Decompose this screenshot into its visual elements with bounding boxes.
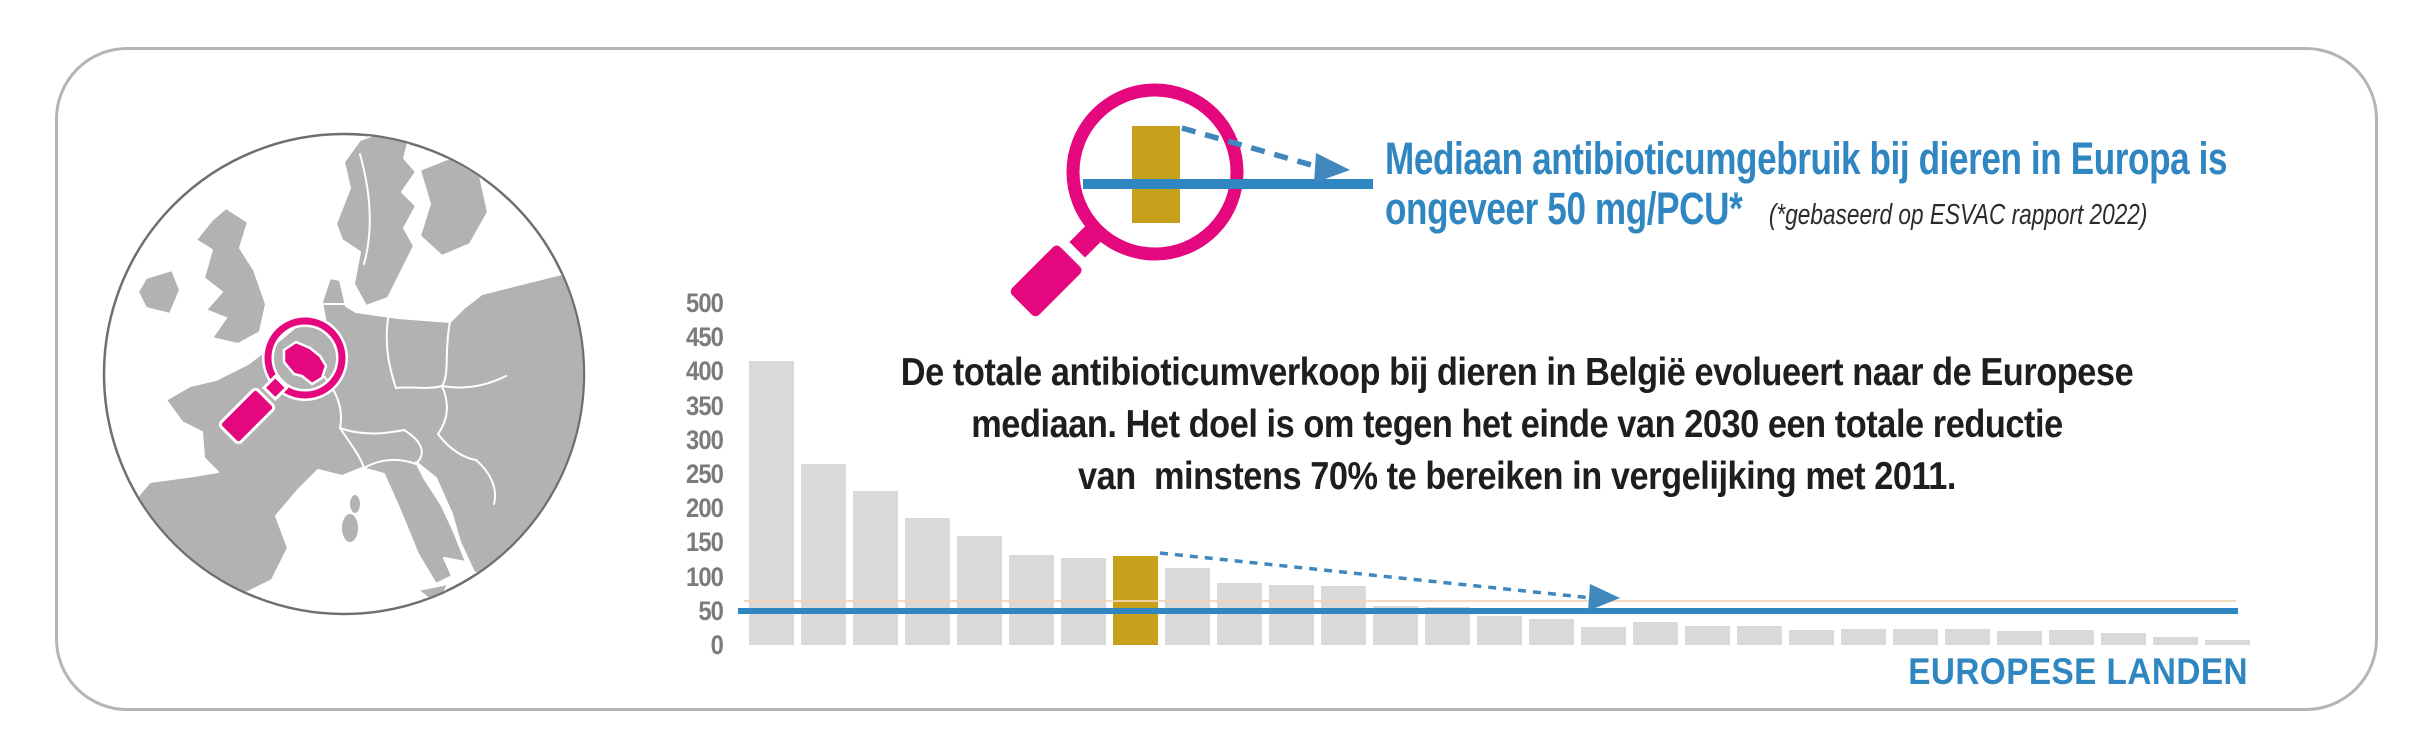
y-tick-450: 450 xyxy=(685,322,724,353)
y-tick-350: 350 xyxy=(685,390,724,421)
border-it-north xyxy=(363,458,417,469)
callout-heading-line2: ongeveer 50 mg/PCU* xyxy=(1385,183,1743,234)
border-ch-at xyxy=(339,427,405,435)
sardinia-shape xyxy=(340,512,360,544)
bar xyxy=(905,518,950,645)
border-si xyxy=(403,429,423,465)
y-tick-300: 300 xyxy=(685,424,724,455)
dashed-arrow-icon xyxy=(1181,125,1350,183)
britain-shape xyxy=(195,207,267,345)
border-no-se xyxy=(359,153,371,265)
chart-dashed-arrow-icon xyxy=(1159,551,1620,611)
magnifier-median-icon xyxy=(1010,83,1373,317)
bar xyxy=(853,491,898,645)
bars xyxy=(749,303,2259,645)
annotation-line2: mediaan. Het doel is om tegen het einde … xyxy=(971,403,2063,446)
y-tick-0: 0 xyxy=(710,630,724,660)
callout-heading-line1: Mediaan antibioticumgebruik bij dieren i… xyxy=(1385,133,2228,184)
bar xyxy=(1269,584,1314,645)
border-ro xyxy=(475,459,496,505)
bar xyxy=(1165,568,1210,645)
europe-map xyxy=(102,132,586,616)
bar xyxy=(2153,636,2198,645)
y-tick-100: 100 xyxy=(685,561,724,592)
corsica-shape xyxy=(348,493,362,515)
bar xyxy=(1789,629,1834,645)
bar xyxy=(1529,619,1574,645)
y-tick-250: 250 xyxy=(685,459,724,489)
callout-heading: Mediaan antibioticumgebruik bij dieren i… xyxy=(1385,133,2228,234)
border-de-pl xyxy=(385,317,397,389)
map-magnifier-icon xyxy=(218,315,348,445)
bar xyxy=(749,361,794,645)
median-line xyxy=(738,607,2238,614)
gold-bar-icon xyxy=(1132,126,1180,223)
bar xyxy=(801,463,846,645)
y-tick-500: 500 xyxy=(685,288,724,318)
border-cz xyxy=(395,385,443,389)
x-axis-label: EUROPESE LANDEN xyxy=(1908,651,2248,692)
bar xyxy=(1737,625,1782,645)
border-hu xyxy=(437,385,477,461)
bar xyxy=(1685,625,1730,645)
y-tick-50: 50 xyxy=(698,595,724,626)
bar xyxy=(1633,622,1678,645)
bar xyxy=(957,535,1002,645)
bar xyxy=(1893,629,1938,645)
scandinavia-shape xyxy=(335,135,417,307)
magnifier-ring-icon xyxy=(1066,83,1244,261)
y-tick-200: 200 xyxy=(685,493,724,524)
y-axis: 500 450 400 350 300 250 200 150 100 50 0 xyxy=(610,0,724,751)
target-line xyxy=(744,599,2236,602)
border-pl-east xyxy=(441,321,451,387)
bar xyxy=(1841,628,1886,645)
border-ua xyxy=(441,375,507,389)
bar xyxy=(1581,626,1626,645)
bar xyxy=(1321,586,1366,645)
callout-footnote: (*gebaseerd op ESVAC rapport 2022) xyxy=(1768,199,2148,231)
bar xyxy=(1477,616,1522,645)
y-tick-400: 400 xyxy=(685,356,724,387)
bar xyxy=(2101,632,2146,645)
belgium-shape xyxy=(282,340,328,386)
y-tick-150: 150 xyxy=(685,527,724,558)
bar xyxy=(2049,629,2094,645)
median-line-icon xyxy=(1083,179,1373,189)
bar xyxy=(2205,639,2250,645)
bar xyxy=(1997,630,2042,645)
border-es-pt xyxy=(139,515,156,579)
annotation-line3: van minstens 70% te bereiken in vergelij… xyxy=(1077,455,1957,498)
ireland-shape xyxy=(137,269,181,315)
chart-annotation: De totale antibioticumverkoop bij dieren… xyxy=(868,347,2167,503)
bar xyxy=(1945,628,1990,645)
bar xyxy=(1217,583,1262,645)
annotation-line1: De totale antibioticumverkoop bij dieren… xyxy=(900,351,2134,394)
